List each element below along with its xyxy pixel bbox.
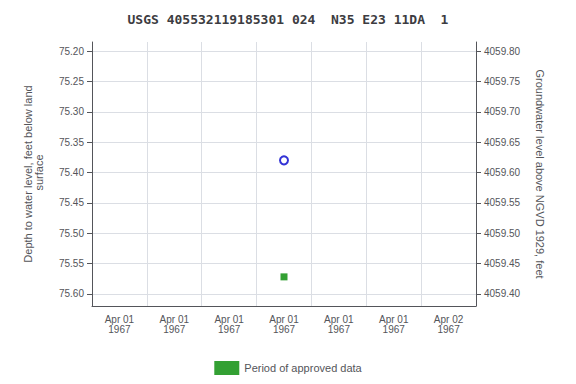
svg-text:surface: surface	[33, 154, 45, 193]
svg-text:Apr 01: Apr 01	[379, 313, 409, 325]
svg-text:4059.80: 4059.80	[484, 46, 521, 57]
svg-text:1967: 1967	[273, 324, 296, 335]
svg-text:1967: 1967	[328, 324, 351, 335]
svg-text:75.30: 75.30	[59, 106, 84, 117]
svg-text:1967: 1967	[163, 324, 186, 335]
svg-text:Apr 01: Apr 01	[159, 313, 189, 325]
svg-text:4059.50: 4059.50	[484, 228, 521, 239]
svg-text:75.60: 75.60	[59, 288, 84, 299]
svg-text:1967: 1967	[383, 324, 406, 335]
svg-text:75.20: 75.20	[59, 46, 84, 57]
svg-text:75.35: 75.35	[59, 137, 84, 148]
svg-text:4059.70: 4059.70	[484, 106, 521, 117]
svg-text:Apr 01: Apr 01	[214, 313, 244, 325]
svg-text:4059.75: 4059.75	[484, 76, 521, 87]
svg-text:4059.55: 4059.55	[484, 197, 521, 208]
svg-text:Period of approved data: Period of approved data	[244, 362, 362, 374]
svg-text:USGS 405532119185301 024 N35: USGS 405532119185301 024 N35 E23 11DA 1	[128, 12, 449, 27]
svg-text:4059.60: 4059.60	[484, 167, 521, 178]
svg-text:75.25: 75.25	[59, 76, 84, 87]
svg-text:Apr 02: Apr 02	[433, 313, 464, 325]
svg-text:75.45: 75.45	[59, 197, 84, 208]
svg-text:75.40: 75.40	[59, 167, 84, 178]
svg-text:1967: 1967	[108, 324, 131, 335]
svg-text:4059.65: 4059.65	[484, 137, 521, 148]
svg-text:1967: 1967	[437, 324, 460, 335]
svg-text:Apr 01: Apr 01	[269, 313, 299, 325]
svg-text:1967: 1967	[218, 324, 241, 335]
svg-text:Groundwater level above NGVD 1: Groundwater level above NGVD 1929, feet	[534, 69, 546, 278]
svg-text:Depth to water level, feet bel: Depth to water level, feet below land	[21, 85, 34, 263]
svg-text:75.50: 75.50	[59, 228, 84, 239]
svg-text:Apr 01: Apr 01	[104, 313, 135, 325]
svg-text:Apr 01: Apr 01	[324, 313, 354, 325]
svg-text:75.55: 75.55	[59, 258, 84, 269]
svg-text:4059.45: 4059.45	[484, 258, 521, 269]
svg-text:4059.40: 4059.40	[484, 288, 521, 299]
